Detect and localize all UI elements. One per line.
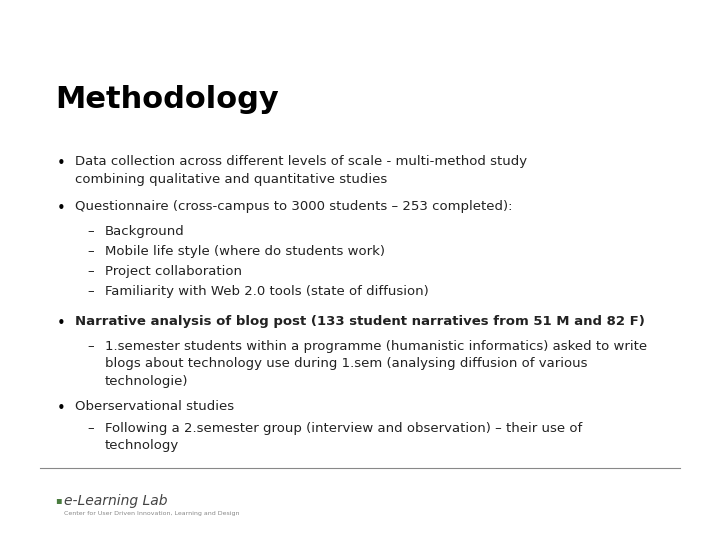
Text: ▪: ▪ (55, 495, 62, 505)
Text: –: – (87, 285, 94, 298)
Text: Center for User Driven Innovation, Learning and Design: Center for User Driven Innovation, Learn… (64, 511, 240, 516)
Text: Data collection across different levels of scale - multi-method study
combining : Data collection across different levels … (75, 155, 527, 186)
Text: Project collaboration: Project collaboration (105, 265, 242, 278)
Text: –: – (87, 265, 94, 278)
Text: –: – (87, 422, 94, 435)
Text: Questionnaire (cross-campus to 3000 students – 253 completed):: Questionnaire (cross-campus to 3000 stud… (75, 200, 513, 213)
Text: Methodology: Methodology (55, 85, 279, 114)
Text: •: • (57, 316, 66, 331)
Text: e-Learning Lab: e-Learning Lab (64, 494, 168, 508)
Text: Following a 2.semester group (interview and observation) – their use of
technolo: Following a 2.semester group (interview … (105, 422, 582, 453)
Text: •: • (57, 201, 66, 216)
Text: –: – (87, 245, 94, 258)
Text: Background: Background (105, 225, 185, 238)
Text: Mobile life style (where do students work): Mobile life style (where do students wor… (105, 245, 385, 258)
Text: Narrative analysis of blog post (133 student narratives from 51 M and 82 F): Narrative analysis of blog post (133 stu… (75, 315, 645, 328)
Text: •: • (57, 156, 66, 171)
Text: Oberservational studies: Oberservational studies (75, 400, 234, 413)
Text: –: – (87, 340, 94, 353)
Text: 1.semester students within a programme (humanistic informatics) asked to write
b: 1.semester students within a programme (… (105, 340, 647, 388)
Text: •: • (57, 401, 66, 416)
Text: Familiarity with Web 2.0 tools (state of diffusion): Familiarity with Web 2.0 tools (state of… (105, 285, 428, 298)
Text: –: – (87, 225, 94, 238)
